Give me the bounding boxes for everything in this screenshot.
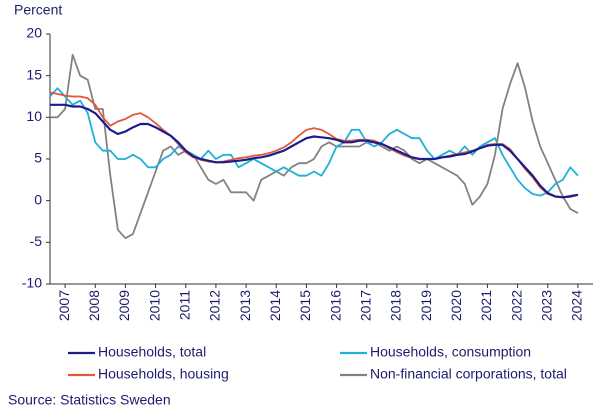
- x-tick-label: 2024: [569, 290, 585, 321]
- x-tick-label: 2023: [538, 290, 554, 321]
- y-tick-label: -10: [22, 275, 42, 291]
- x-tick-label: 2008: [86, 290, 102, 321]
- x-tick-label: 2013: [237, 290, 253, 321]
- x-tick-label: 2021: [478, 290, 494, 321]
- y-tick-label: 0: [34, 191, 42, 207]
- legend-label: Non-financial corporations, total: [370, 366, 567, 382]
- y-tick-label: 15: [26, 66, 42, 82]
- x-tick-label: 2016: [327, 290, 343, 321]
- x-tick-label: 2012: [207, 290, 223, 321]
- y-tick-label: 5: [34, 150, 42, 166]
- source: Source: Statistics Sweden: [8, 392, 171, 408]
- x-tick-label: 2020: [448, 290, 464, 321]
- y-tick-label: -5: [30, 233, 43, 249]
- legend-label: Households, total: [98, 344, 206, 360]
- series-line: [50, 53, 579, 240]
- x-tick-label: 2017: [357, 290, 373, 321]
- x-tick-label: 2007: [56, 290, 72, 321]
- x-tick-label: 2010: [146, 290, 162, 321]
- x-tick-label: 2022: [508, 290, 524, 321]
- y-tick-label: 20: [26, 25, 42, 41]
- x-tick-label: 2009: [116, 290, 132, 321]
- series-line: [49, 87, 579, 197]
- x-tick-label: 2019: [418, 290, 434, 321]
- y-axis-label: Percent: [14, 2, 62, 18]
- x-tick-label: 2014: [267, 290, 283, 321]
- x-tick-label: 2015: [297, 290, 313, 321]
- series-line: [50, 103, 579, 199]
- x-tick-label: 2011: [176, 290, 192, 320]
- legend-label: Households, housing: [98, 366, 229, 382]
- x-tick-label: 2018: [388, 290, 404, 321]
- y-tick-label: 10: [26, 108, 42, 124]
- legend-label: Households, consumption: [370, 344, 531, 360]
